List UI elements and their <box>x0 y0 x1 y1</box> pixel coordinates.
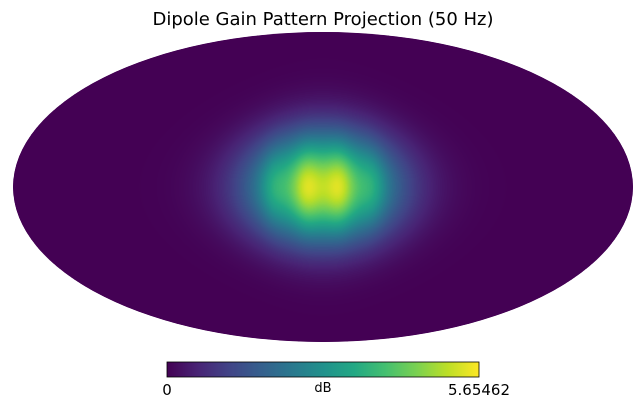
colorbar-max-label: 5.65462 <box>448 381 510 399</box>
colorbar-unit-label: dB <box>314 381 331 396</box>
chart-title: Dipole Gain Pattern Projection (50 Hz) <box>152 9 493 30</box>
colorbar: 0 dB 5.65462 <box>162 361 510 399</box>
colorbar-min-label: 0 <box>162 381 172 399</box>
heatmap-image <box>13 32 633 342</box>
colorbar-gradient <box>166 361 480 378</box>
map-projection <box>13 32 633 342</box>
